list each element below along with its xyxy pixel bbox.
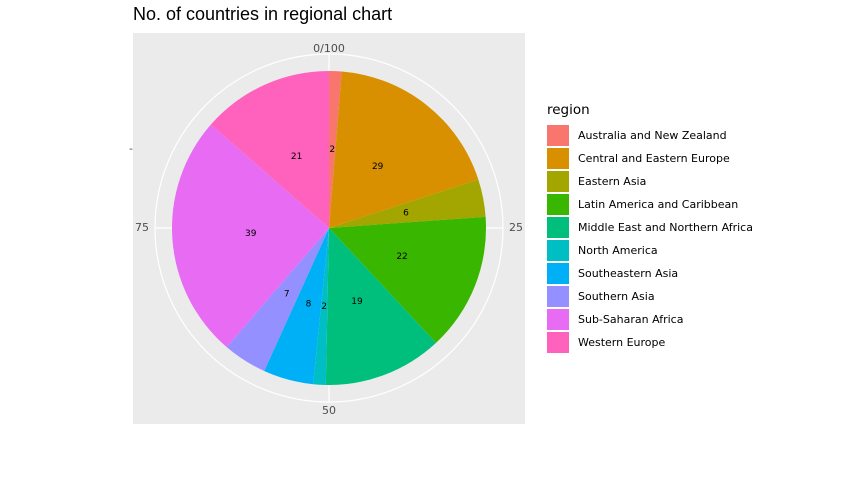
legend-key <box>547 263 569 284</box>
legend-item: Western Europe <box>547 331 753 354</box>
legend-key <box>547 240 569 261</box>
pie-slice <box>325 228 437 385</box>
legend-label: Eastern Asia <box>578 175 647 188</box>
legend-title: region <box>547 102 590 118</box>
data-label: 2 <box>321 302 327 312</box>
legend-item: Central and Eastern Europe <box>547 147 753 170</box>
legend-item: North America <box>547 239 753 262</box>
legend-label: Australia and New Zealand <box>578 129 727 142</box>
legend-label: Sub-Saharan Africa <box>578 313 684 326</box>
pie-slice <box>172 124 329 348</box>
angle-tick-label: 25 <box>509 221 523 234</box>
pie-slices <box>172 71 486 385</box>
data-label: 6 <box>403 208 409 218</box>
legend-item: Middle East and Northern Africa <box>547 216 753 239</box>
legend: region Australia and New Zealand Central … <box>547 102 753 354</box>
legend-key <box>547 309 569 330</box>
legend-item: Australia and New Zealand <box>547 124 753 147</box>
angle-tick-label: 75 <box>135 221 149 234</box>
legend-label: Southern Asia <box>578 290 655 303</box>
data-label: 7 <box>284 290 290 300</box>
axis-ticks: 0/100 25 50 75 - <box>129 42 523 417</box>
legend-label: Latin America and Caribbean <box>578 198 739 211</box>
data-label: 19 <box>351 297 363 307</box>
legend-key <box>547 125 569 146</box>
legend-key <box>547 217 569 238</box>
legend-label: Middle East and Northern Africa <box>578 221 753 234</box>
legend-item: Sub-Saharan Africa <box>547 308 753 331</box>
pie-slice <box>226 228 329 371</box>
legend-items: Australia and New Zealand Central and Eas… <box>547 124 753 354</box>
pie-slice <box>329 179 486 228</box>
legend-item: Latin America and Caribbean <box>547 193 753 216</box>
legend-key <box>547 286 569 307</box>
data-label: 2 <box>329 145 335 155</box>
pie-slice <box>329 71 342 228</box>
chart-title: No. of countries in regional chart <box>133 4 393 24</box>
data-label: 39 <box>245 229 257 239</box>
data-label: 8 <box>306 299 312 309</box>
pie-slice <box>329 216 486 343</box>
angle-tick-label: 0/100 <box>313 42 345 55</box>
legend-item: Southeastern Asia <box>547 262 753 285</box>
pie-slice <box>264 228 329 385</box>
legend-label: Southeastern Asia <box>578 267 679 280</box>
legend-item: Eastern Asia <box>547 170 753 193</box>
pie-slice <box>210 71 329 228</box>
data-label: 21 <box>291 152 302 162</box>
legend-key <box>547 332 569 353</box>
data-label: 22 <box>396 252 407 262</box>
radial-tick-mark: - <box>129 142 133 155</box>
pie-slice <box>329 71 479 228</box>
legend-item: Southern Asia <box>547 285 753 308</box>
data-label: 29 <box>372 162 384 172</box>
pie-slice <box>313 228 329 385</box>
legend-key <box>547 194 569 215</box>
legend-label: Central and Eastern Europe <box>578 152 730 165</box>
legend-key <box>547 171 569 192</box>
legend-label: North America <box>578 244 658 257</box>
legend-label: Western Europe <box>578 336 666 349</box>
angle-tick-label: 50 <box>322 404 336 417</box>
legend-key <box>547 148 569 169</box>
